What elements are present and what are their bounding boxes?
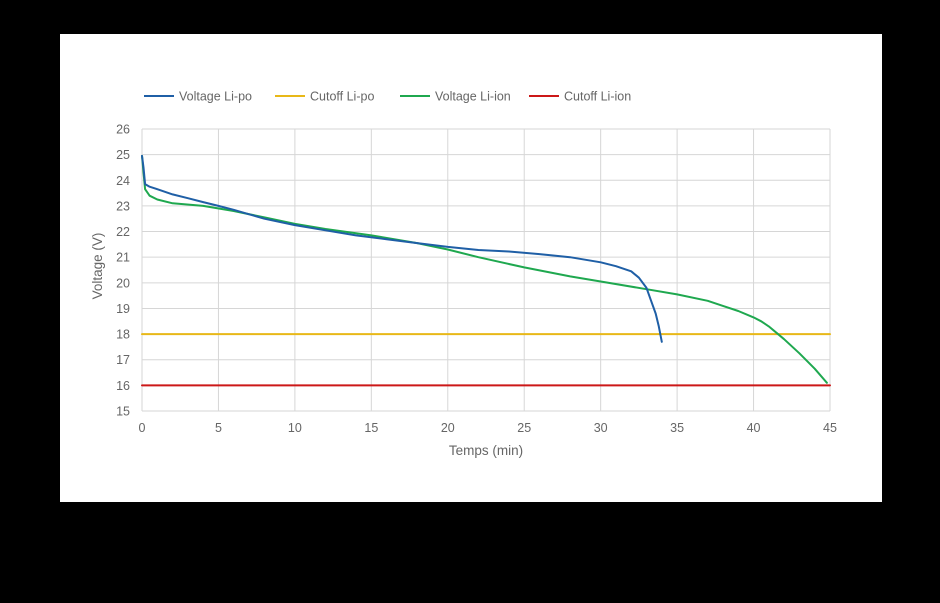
x-tick-label: 45 (823, 421, 837, 435)
x-tick-label: 20 (441, 421, 455, 435)
legend-label: Cutoff Li-ion (564, 90, 631, 104)
y-tick-label: 23 (116, 199, 130, 213)
line-chart: 15 16 17 18 19 20 21 22 23 24 25 26 0 5 10 15 20 25 30 35 4… (90, 90, 837, 459)
legend-label: Voltage Li-po (179, 90, 252, 104)
y-tick-label: 18 (116, 328, 130, 342)
x-tick-label: 5 (215, 421, 222, 435)
series-line-voltage-li-po (141, 154, 663, 343)
legend-label: Cutoff Li-po (310, 90, 374, 104)
x-tick-label: 0 (139, 421, 146, 435)
x-axis-title: Temps (min) (449, 443, 523, 458)
y-tick-label: 19 (116, 302, 130, 316)
series-lines (141, 154, 831, 387)
y-tick-label: 25 (116, 148, 130, 162)
y-tick-labels: 15 16 17 18 19 20 21 22 23 24 25 26 (116, 123, 130, 419)
y-tick-label: 24 (116, 174, 130, 188)
x-tick-label: 30 (594, 421, 608, 435)
y-tick-label: 17 (116, 353, 130, 367)
y-tick-label: 20 (116, 276, 130, 290)
x-tick-label: 40 (747, 421, 761, 435)
y-axis-title: Voltage (V) (90, 233, 105, 300)
y-tick-label: 22 (116, 225, 130, 239)
y-tick-label: 21 (116, 251, 130, 265)
legend: Voltage Li-po Cutoff Li-po Voltage Li-ion C… (144, 90, 631, 104)
grid (141, 128, 831, 412)
legend-label: Voltage Li-ion (435, 90, 511, 104)
x-tick-labels: 0 5 10 15 20 25 30 35 40 45 (139, 421, 837, 435)
series-line-voltage-li-ion (141, 154, 828, 384)
x-tick-label: 25 (517, 421, 531, 435)
y-tick-label: 15 (116, 405, 130, 419)
x-tick-label: 35 (670, 421, 684, 435)
y-tick-label: 26 (116, 123, 130, 137)
y-tick-label: 16 (116, 379, 130, 393)
x-tick-label: 15 (364, 421, 378, 435)
x-tick-label: 10 (288, 421, 302, 435)
chart-card: 15 16 17 18 19 20 21 22 23 24 25 26 0 5 10 15 20 25 30 35 4… (60, 34, 882, 502)
